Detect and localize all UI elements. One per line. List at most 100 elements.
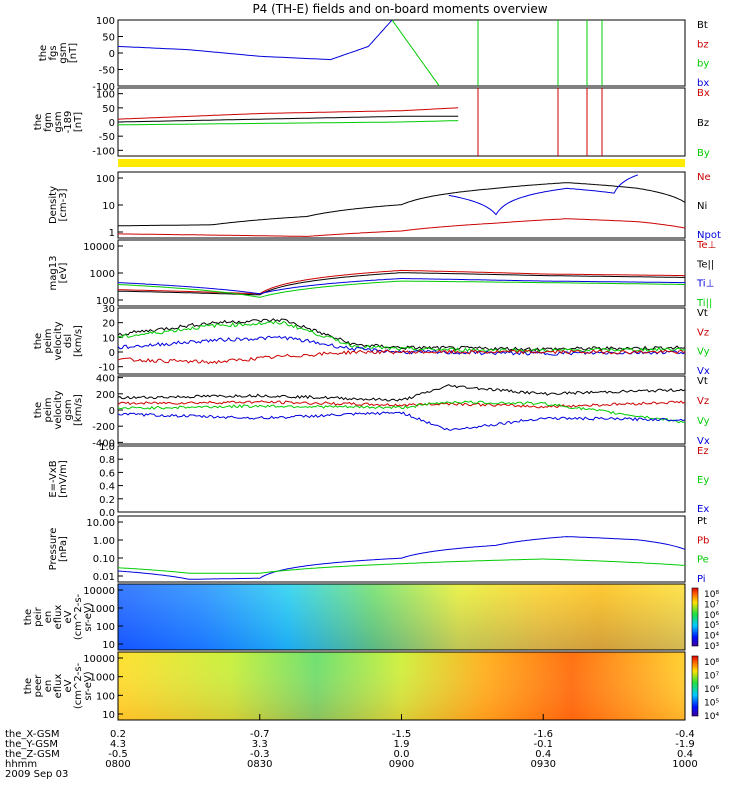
series-Te|| xyxy=(117,272,685,296)
y-tick-label: 100 xyxy=(96,16,115,27)
legend-entry: Vy xyxy=(697,347,710,358)
panel-velocity-dsl: 30 20 10 0 -10 thepeimvelocitydsl[km/s] Vt Vz Vy… xyxy=(33,304,710,377)
y-axis-label: Density[cm-3] xyxy=(48,186,69,224)
legend-entry: Ne xyxy=(697,172,711,183)
colorbar-tick-label: 10⁶ xyxy=(704,611,719,621)
y-axis-label: Pressure[nPa] xyxy=(48,528,69,571)
legend-entry: Ti|| xyxy=(696,298,712,309)
colorbar-tick-label: 10⁷ xyxy=(704,600,719,610)
x-row-value: 0.2 xyxy=(110,729,126,740)
legend-entry: Ni xyxy=(697,201,707,212)
series-Ti⊥ xyxy=(117,278,685,295)
series-Pe xyxy=(117,558,686,574)
x-row-value: -0.4 xyxy=(675,729,695,740)
series-Vz xyxy=(117,349,686,365)
y-tick-label: 1 xyxy=(109,228,115,239)
y-tick-label: 0.4 xyxy=(99,482,115,493)
y-tick-label: 10000 xyxy=(83,586,115,597)
y-tick-label: 0.2 xyxy=(99,495,115,506)
panel-pressure: 10.00 1.00 0.10 0.01 Pressure[nPa] Pt Pb Pe Pi xyxy=(48,515,709,585)
y-tick-label: -50 xyxy=(99,66,115,77)
y-tick-label: -100 xyxy=(92,82,115,93)
panel-velocity-gsm: 400 200 0 -200 -400 thepeimvelocitygsm[km/s] V… xyxy=(33,374,710,450)
x-row-value: -1.6 xyxy=(533,729,553,740)
legend-entry: Npot xyxy=(697,230,721,241)
date-label: 2009 Sep 03 xyxy=(5,769,68,780)
y-tick-label: 1000 xyxy=(90,604,115,615)
series-Bz xyxy=(118,115,459,123)
series-bx xyxy=(117,19,393,61)
legend-entry: Ex xyxy=(697,504,709,515)
y-tick-label: 0 xyxy=(109,348,115,359)
y-tick-label: 0.01 xyxy=(93,572,115,583)
series-Npot xyxy=(448,174,638,216)
series-Ni xyxy=(118,182,686,227)
colorbar xyxy=(691,655,699,717)
y-tick-label: 1000 xyxy=(90,269,115,280)
y-tick-label: -50 xyxy=(99,132,115,143)
x-row-value: 1000 xyxy=(672,759,697,770)
series-by xyxy=(391,19,440,87)
x-row-value: 3.3 xyxy=(252,739,268,750)
legend-entry: Bt xyxy=(697,20,708,31)
y-tick-label: 400 xyxy=(96,374,115,385)
spectrogram-shade xyxy=(118,652,685,720)
legend-entry: Pt xyxy=(697,516,707,527)
series-Vt xyxy=(117,318,686,352)
legend-entry: Te|| xyxy=(696,259,714,270)
y-tick-label: 100 xyxy=(96,691,115,702)
y-tick-label: 0 xyxy=(109,49,115,60)
x-row-value: 0800 xyxy=(105,759,130,770)
y-tick-label: 100 xyxy=(96,296,115,307)
y-tick-label: 50 xyxy=(102,104,115,115)
y-axis-label: thefgsgsm[nT] xyxy=(38,42,79,63)
colorbar-tick-label: 10⁶ xyxy=(704,685,719,695)
series-By xyxy=(118,120,459,126)
x-row-label: hhmm xyxy=(5,759,37,770)
colorbar-tick-label: 10⁵ xyxy=(704,699,719,709)
legend-entry: Vy xyxy=(697,416,710,427)
x-row-value: 0.4 xyxy=(677,749,693,760)
legend-entry: Ey xyxy=(697,475,709,486)
legend-entry: Vt xyxy=(697,308,708,319)
y-tick-label: 200 xyxy=(96,390,115,401)
panel-frame xyxy=(117,583,686,651)
y-tick-label: 0.6 xyxy=(99,468,115,479)
legend-entry: Ez xyxy=(697,446,709,457)
panel-temperature: 10000 1000 100 mag13[eV] Te⊥ Te|| Ti⊥ Ti|| xyxy=(48,239,716,309)
panel-electron-spectrogram: 10⁸ 10⁷ 10⁶ 10⁵ 10⁴ 10000 1000 100 10 thepeerenef… xyxy=(23,651,719,722)
y-axis-label: thepeirenefluxeV(cm^2-s-sr-eV) xyxy=(23,593,94,640)
x-row-value: 4.3 xyxy=(110,739,126,750)
panel-frame xyxy=(117,307,686,375)
legend-entry: Vx xyxy=(697,366,710,377)
panel-density: 100 10 1 Density[cm-3] Ne Ni Npot xyxy=(48,171,721,241)
y-tick-label: 20 xyxy=(102,319,115,330)
colorbar-tick-label: 10⁴ xyxy=(704,632,719,642)
x-row-value: 0.0 xyxy=(394,749,410,760)
y-tick-label: 10.00 xyxy=(86,518,115,529)
series-Vx xyxy=(117,411,686,431)
y-tick-label: 0.8 xyxy=(99,455,115,466)
legend-entry: Bz xyxy=(697,118,709,129)
series-Vz xyxy=(117,400,686,409)
x-row-value: -1.5 xyxy=(392,729,412,740)
y-tick-label: 1.00 xyxy=(93,536,115,547)
legend-entry: by xyxy=(697,59,709,70)
panel-frame xyxy=(117,445,686,513)
legend-entry: Vx xyxy=(697,436,710,447)
y-tick-label: 0 xyxy=(109,406,115,417)
y-tick-label: -400 xyxy=(92,438,115,449)
x-row-value: 1.9 xyxy=(394,739,410,750)
y-tick-label: 10000 xyxy=(83,242,115,253)
legend-entry: Pe xyxy=(697,555,709,566)
y-tick-label: 1000 xyxy=(90,673,115,684)
panel-efield: 1.0 0.8 0.6 0.4 0.2 0.0 E=-VxB[mV/m] Ez Ey Ex xyxy=(48,442,709,519)
series-Vy xyxy=(117,320,686,353)
y-tick-label: 0.0 xyxy=(99,508,115,519)
x-row-value: 0830 xyxy=(247,759,272,770)
x-axis-ephemeris: the_X-GSM 0.2 -0.7 -1.5 -1.6 -0.4 the_Y-GSM 4.3… xyxy=(5,714,698,770)
y-tick-label: 10 xyxy=(102,710,115,721)
panel-frame xyxy=(117,515,686,583)
